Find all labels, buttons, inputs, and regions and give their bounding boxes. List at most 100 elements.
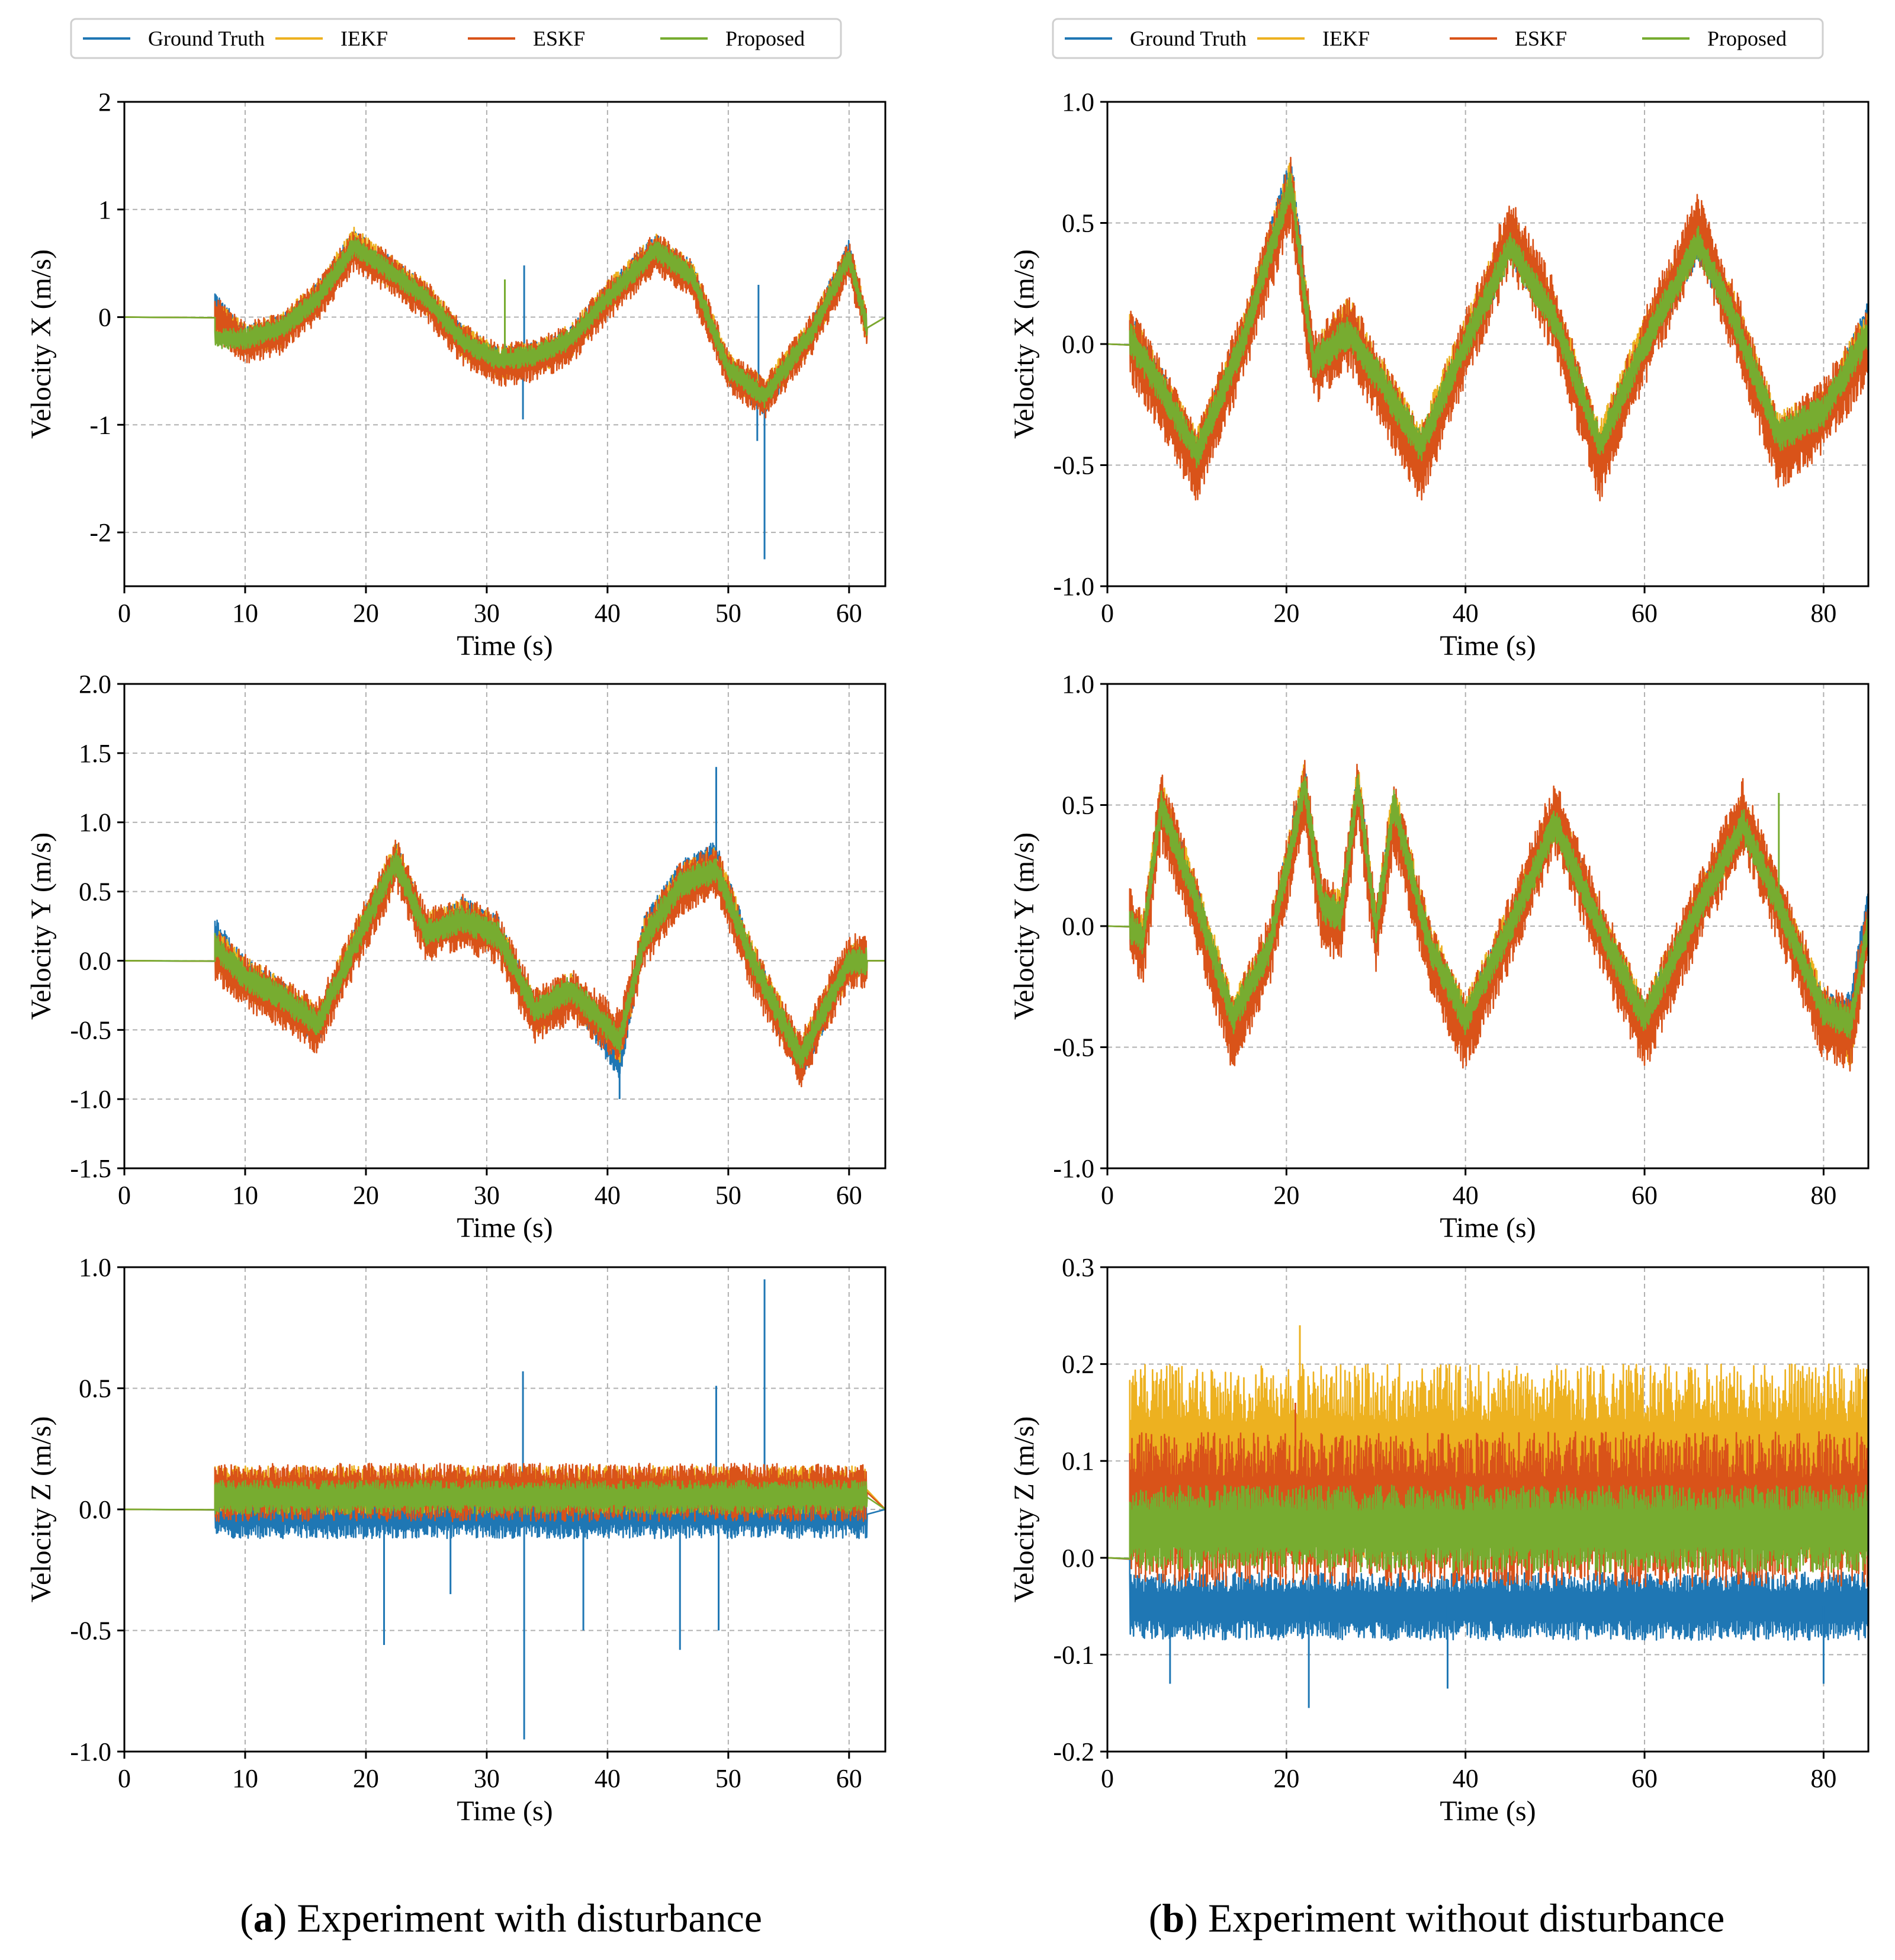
axes-frame [123,101,887,587]
legend-label: ESKF [1515,27,1567,50]
y-axis-title: Velocity Z (m/s) [1008,1416,1040,1603]
series-group [1107,156,1868,502]
series-group [1107,760,1868,1072]
y-tick-label: 0.5 [1062,791,1094,820]
series-group [124,1279,885,1740]
x-tick-label: 80 [1810,1181,1836,1210]
x-tick-label: 50 [715,1764,741,1793]
y-tick-label: 0.0 [1062,1544,1094,1573]
x-tick-label: 20 [353,1181,379,1210]
x-tick-label: 0 [1101,1181,1114,1210]
x-tick-label: 20 [353,1764,379,1793]
x-tick-label: 10 [232,1764,258,1793]
x-tick-label: 20 [1273,1181,1299,1210]
y-tick-label: -1.0 [70,1085,111,1114]
series-line-eskf [1107,760,1868,1072]
x-tick-label: 0 [1101,599,1114,628]
y-tick-label: -1 [89,410,111,439]
x-tick-label: 50 [715,1181,741,1210]
y-tick-label: 0.0 [79,1495,111,1524]
x-axis-title: Time (s) [1440,630,1536,661]
series-line-proposed [1107,774,1868,1039]
series-line-proposed [124,236,885,409]
legend-label: ESKF [533,27,585,50]
x-axis-title: Time (s) [457,1795,553,1827]
x-tick-label: 40 [595,1764,621,1793]
x-tick-label: 40 [1453,599,1479,628]
svg-text:(a) Experiment with disturbanc: (a) Experiment with disturbance [240,1895,762,1940]
series-line-proposed [124,1479,885,1515]
x-axis-title: Time (s) [1440,1795,1536,1827]
y-axis-title: Velocity Y (m/s) [25,833,57,1020]
y-tick-label: -1.5 [70,1154,111,1183]
series-line-proposed [1107,1484,1868,1573]
y-tick-label: 1.0 [79,1253,111,1282]
y-tick-label: 0.3 [1062,1253,1094,1282]
x-tick-label: 60 [836,1764,862,1793]
x-tick-label: 0 [118,599,131,628]
caption-b: (b) Experiment without disturbance [1149,1895,1725,1940]
series-line-proposed [1107,172,1868,468]
series-group [124,767,885,1100]
y-axis-title: Velocity X (m/s) [1008,249,1040,439]
legend-frame [1052,18,1824,59]
y-tick-label: 1.0 [1062,88,1094,117]
y-tick-label: -1.0 [1053,572,1094,601]
y-tick-label: 1 [98,195,111,224]
y-tick-label: -0.5 [1053,451,1094,480]
legend-label: Proposed [725,27,805,50]
series-group [124,226,885,560]
chart-panel-a-x: 0 10 20 30 40 50 60 -2 -1 0 1 2 Time (s) Velocity X (… [25,88,887,661]
y-tick-label: -0.5 [1053,1033,1094,1062]
y-tick-label: 0.5 [79,1374,111,1403]
legend-label: Proposed [1707,27,1787,50]
y-tick-label: 1.5 [79,739,111,768]
y-axis-title: Velocity X (m/s) [25,249,57,439]
x-tick-label: 10 [232,599,258,628]
chart-panel-b-y: 0 20 40 60 80 -1.0 -0.5 0.0 0.5 1.0 Time (s) Veloci… [1008,670,1870,1244]
x-axis-title: Time (s) [457,1212,553,1244]
chart-panel-b-z: 0 20 40 60 80 -0.2 -0.1 0.0 0.1 0.2 0.3 Time (s) Vel… [1008,1253,1870,1827]
panels: Ground Truth IEKF ESKF Proposed Ground Truth… [25,18,1870,1827]
y-tick-label: 0 [98,303,111,332]
y-axis-title: Velocity Z (m/s) [25,1416,57,1603]
x-tick-label: 60 [836,1181,862,1210]
chart-panel-a-z: 0 10 20 30 40 50 60 -1.0 -0.5 0.0 0.5 1.0 Time (s) Ve… [25,1253,887,1827]
axes-frame [1106,1266,1870,1753]
x-tick-label: 60 [1631,1181,1658,1210]
series-line-ground-truth [1107,1557,1868,1641]
x-tick-label: 20 [353,599,379,628]
x-tick-label: 10 [232,1181,258,1210]
legend-label: IEKF [341,27,388,50]
y-tick-label: -1.0 [1053,1154,1094,1183]
y-tick-label: 1.0 [1062,670,1094,699]
series-line-proposed [124,850,885,1069]
legend-frame [70,18,842,59]
caption-b-letter: b [1162,1895,1184,1940]
y-tick-label: -0.5 [70,1016,111,1045]
x-tick-label: 30 [474,1764,500,1793]
caption-a-text: Experiment with disturbance [297,1895,762,1940]
svg-text:(b) Experiment without disturb: (b) Experiment without disturbance [1149,1895,1725,1940]
x-tick-label: 80 [1810,1764,1836,1793]
chart-panel-a-y: 0 10 20 30 40 50 60 -1.5 -1.0 -0.5 0.0 0.5 1.0 1.5 2.0… [25,670,887,1244]
x-tick-label: 40 [1453,1764,1479,1793]
x-tick-label: 60 [1631,1764,1658,1793]
legend: Ground Truth IEKF ESKF Proposed [70,18,842,59]
series-line-eskf [1107,156,1868,502]
y-tick-label: 0.1 [1062,1447,1094,1476]
y-tick-label: 1.0 [79,808,111,837]
caption-b-text: Experiment without disturbance [1208,1895,1724,1940]
x-tick-label: 30 [474,1181,500,1210]
x-tick-label: 60 [836,599,862,628]
x-tick-label: 0 [118,1181,131,1210]
x-tick-label: 40 [595,599,621,628]
x-tick-label: 50 [715,599,741,628]
x-tick-label: 60 [1631,599,1658,628]
y-tick-label: 0.5 [79,878,111,907]
series-group [1107,1325,1868,1708]
y-tick-label: 0.0 [1062,330,1094,359]
axes-frame [123,683,887,1169]
y-tick-label: 0.5 [1062,209,1094,238]
